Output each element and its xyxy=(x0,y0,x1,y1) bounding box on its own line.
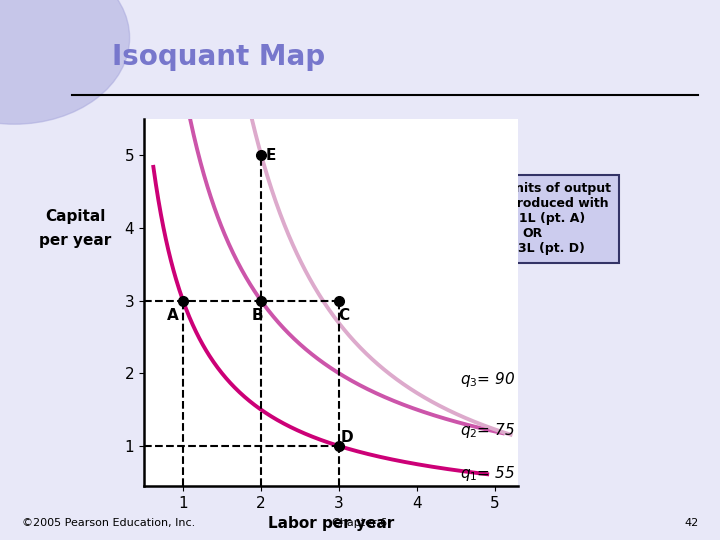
Text: C: C xyxy=(338,308,349,322)
Text: Isoquant Map: Isoquant Map xyxy=(112,43,325,71)
Text: $q_{2}$= 75: $q_{2}$= 75 xyxy=(460,421,515,440)
Text: B: B xyxy=(252,308,264,322)
Text: A: A xyxy=(167,308,179,322)
Text: Ex:  55 units of output
can be produced with
3K & 1L (pt. A)
OR
1K & 3L (pt. D): Ex: 55 units of output can be produced w… xyxy=(454,182,611,255)
Text: $q_{1}$= 55: $q_{1}$= 55 xyxy=(460,464,515,483)
Circle shape xyxy=(0,0,130,124)
Text: ©2005 Pearson Education, Inc.: ©2005 Pearson Education, Inc. xyxy=(22,518,195,528)
Text: Capital: Capital xyxy=(45,208,106,224)
X-axis label: Labor per year: Labor per year xyxy=(268,516,395,531)
Text: $q_{3}$= 90: $q_{3}$= 90 xyxy=(460,369,515,389)
Text: per year: per year xyxy=(40,233,112,248)
Text: Chapter 6: Chapter 6 xyxy=(333,518,387,528)
Text: D: D xyxy=(341,430,353,445)
Text: E: E xyxy=(265,147,276,163)
Text: 42: 42 xyxy=(684,518,698,528)
